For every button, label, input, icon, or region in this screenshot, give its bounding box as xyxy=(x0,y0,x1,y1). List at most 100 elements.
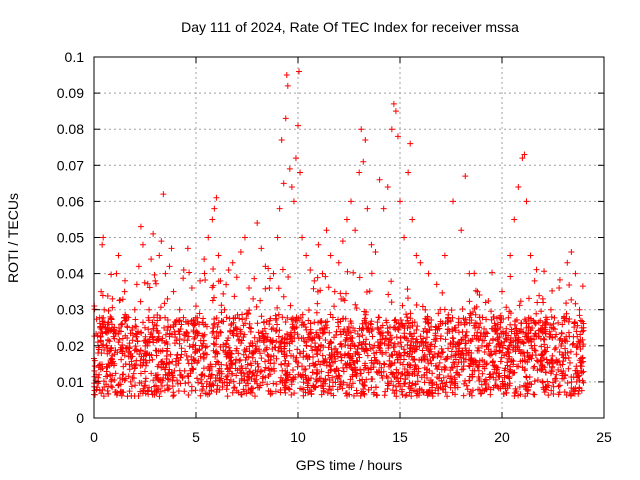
data-point xyxy=(178,345,185,352)
data-point xyxy=(406,389,413,396)
data-point xyxy=(347,335,354,342)
data-point xyxy=(557,362,564,369)
data-point xyxy=(432,326,439,333)
data-point xyxy=(347,318,354,325)
data-point xyxy=(248,386,255,393)
data-point xyxy=(429,393,436,400)
data-point xyxy=(450,335,457,342)
data-point xyxy=(435,310,442,317)
data-point xyxy=(472,287,479,294)
data-point xyxy=(309,347,316,354)
data-point xyxy=(510,338,517,345)
data-point xyxy=(182,348,189,355)
data-point xyxy=(146,384,153,391)
data-point xyxy=(188,285,195,292)
y-tick-label: 0 xyxy=(76,410,84,426)
data-point xyxy=(112,347,119,354)
data-point xyxy=(105,360,112,367)
data-point xyxy=(295,335,302,342)
data-point xyxy=(288,316,295,323)
data-point xyxy=(572,367,579,374)
data-point xyxy=(110,328,117,335)
data-point xyxy=(558,343,565,350)
data-point xyxy=(246,343,253,350)
data-point xyxy=(108,315,115,322)
data-point xyxy=(560,358,567,365)
data-point xyxy=(164,295,171,302)
data-point xyxy=(192,387,199,394)
data-point xyxy=(162,331,169,338)
axes: 0 5 10 15 20 25 0 0.01 0.02 0.03 0.04 0.05 0.06 0.07 0… xyxy=(57,49,612,445)
data-point xyxy=(97,361,104,368)
data-point xyxy=(99,241,106,248)
data-point xyxy=(353,305,360,312)
data-point xyxy=(420,335,427,342)
data-point xyxy=(549,287,556,294)
data-point xyxy=(141,383,148,390)
data-point xyxy=(286,347,293,354)
data-point xyxy=(183,352,190,359)
data-point xyxy=(407,385,414,392)
data-point xyxy=(579,328,586,335)
data-point xyxy=(279,266,286,273)
data-point xyxy=(137,223,144,230)
data-point xyxy=(485,384,492,391)
data-point xyxy=(318,341,325,348)
data-point xyxy=(281,339,288,346)
data-point xyxy=(473,303,480,310)
chart-title: Day 111 of 2024, Rate Of TEC Index for r… xyxy=(181,19,519,35)
data-point xyxy=(267,275,274,282)
data-point xyxy=(282,115,289,122)
data-point xyxy=(246,285,253,292)
data-point xyxy=(99,386,106,393)
data-point xyxy=(539,379,546,386)
data-point xyxy=(413,326,420,333)
data-point xyxy=(552,344,559,351)
data-point xyxy=(342,336,349,343)
data-point xyxy=(294,346,301,353)
data-point xyxy=(268,353,275,360)
data-point xyxy=(472,311,479,318)
data-point xyxy=(213,341,220,348)
data-point xyxy=(281,386,288,393)
data-point xyxy=(197,392,204,399)
data-point xyxy=(108,271,115,278)
data-point xyxy=(401,234,408,241)
data-point xyxy=(201,256,208,263)
data-point xyxy=(506,353,513,360)
data-point xyxy=(429,353,436,360)
data-point xyxy=(150,339,157,346)
data-point xyxy=(307,266,314,273)
data-point xyxy=(105,390,112,397)
data-point xyxy=(507,252,514,259)
data-point xyxy=(258,313,265,320)
data-point xyxy=(118,356,125,363)
data-point xyxy=(422,353,429,360)
data-point xyxy=(260,337,267,344)
data-point xyxy=(522,318,529,325)
data-point xyxy=(363,347,370,354)
data-point xyxy=(359,376,366,383)
data-point xyxy=(549,357,556,364)
data-point xyxy=(503,330,510,337)
data-point xyxy=(333,365,340,372)
data-point xyxy=(256,335,263,342)
data-point xyxy=(435,350,442,357)
data-point xyxy=(138,380,145,387)
data-point xyxy=(444,393,451,400)
data-point xyxy=(575,373,582,380)
data-point xyxy=(512,334,519,341)
data-point xyxy=(248,385,255,392)
data-point xyxy=(315,241,322,248)
data-point xyxy=(279,334,286,341)
data-point xyxy=(536,292,543,299)
data-point xyxy=(266,367,273,374)
data-point xyxy=(142,362,149,369)
data-point xyxy=(476,357,483,364)
data-point xyxy=(235,389,242,396)
data-point xyxy=(322,337,329,344)
data-point xyxy=(203,323,210,330)
data-point xyxy=(510,358,517,365)
data-point xyxy=(289,315,296,322)
data-point xyxy=(213,335,220,342)
